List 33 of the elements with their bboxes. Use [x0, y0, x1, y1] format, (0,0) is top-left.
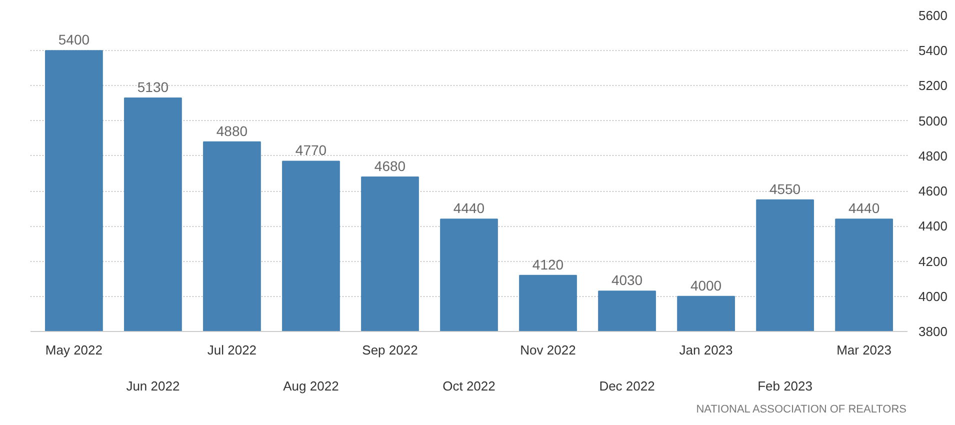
y-tick-label: 5200	[918, 78, 948, 94]
x-tick-label: Jul 2022	[207, 342, 257, 358]
x-tick-label: Oct 2022	[442, 378, 496, 394]
data-label: 4680	[374, 158, 406, 174]
data-label: 4000	[690, 277, 722, 294]
data-label: 4770	[295, 142, 327, 158]
x-tick-label: May 2022	[45, 342, 103, 358]
y-tick-label: 4800	[918, 148, 948, 164]
y-tick-label: 4600	[918, 184, 948, 199]
data-label: 4030	[611, 272, 643, 288]
text: NATIONAL ASSOCIATION OF REALTORS	[696, 404, 906, 416]
data-label: 4880	[216, 122, 248, 139]
y-tick-label: 5000	[918, 113, 948, 128]
x-tick-label: Jan 2023	[679, 342, 733, 358]
x-tick-label: Dec 2022	[599, 378, 655, 394]
data-label: 4440	[453, 200, 485, 216]
y-tick-label: 5600	[918, 8, 948, 23]
x-tick-label: Jun 2022	[126, 378, 180, 394]
y-tick-label: 4400	[918, 218, 948, 234]
x-tick-label: Mar 2023	[836, 342, 892, 358]
y-tick-label: 3800	[918, 324, 948, 339]
x-tick-label: Nov 2022	[520, 342, 576, 358]
data-label: 5130	[137, 79, 169, 96]
y-tick-label: 4000	[918, 288, 948, 304]
data-label: 4440	[848, 200, 880, 216]
x-tick-label: Sep 2022	[362, 342, 418, 358]
data-label: 5400	[58, 32, 90, 48]
data-label: 4550	[769, 180, 801, 197]
x-tick-label: Aug 2022	[283, 378, 339, 394]
data-label: 4120	[532, 256, 564, 272]
y-tick-label: 4200	[918, 254, 948, 269]
y-tick-label: 5400	[918, 43, 948, 58]
x-tick-label: Feb 2023	[758, 378, 813, 394]
